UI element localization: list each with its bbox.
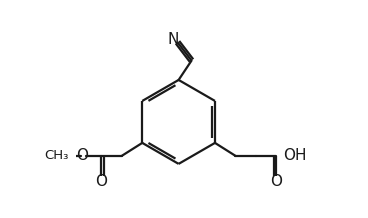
Text: O: O (95, 174, 107, 189)
Text: O: O (270, 174, 282, 189)
Text: N: N (167, 32, 179, 47)
Text: O: O (77, 148, 88, 163)
Text: CH₃: CH₃ (45, 149, 69, 162)
Text: OH: OH (283, 148, 306, 163)
